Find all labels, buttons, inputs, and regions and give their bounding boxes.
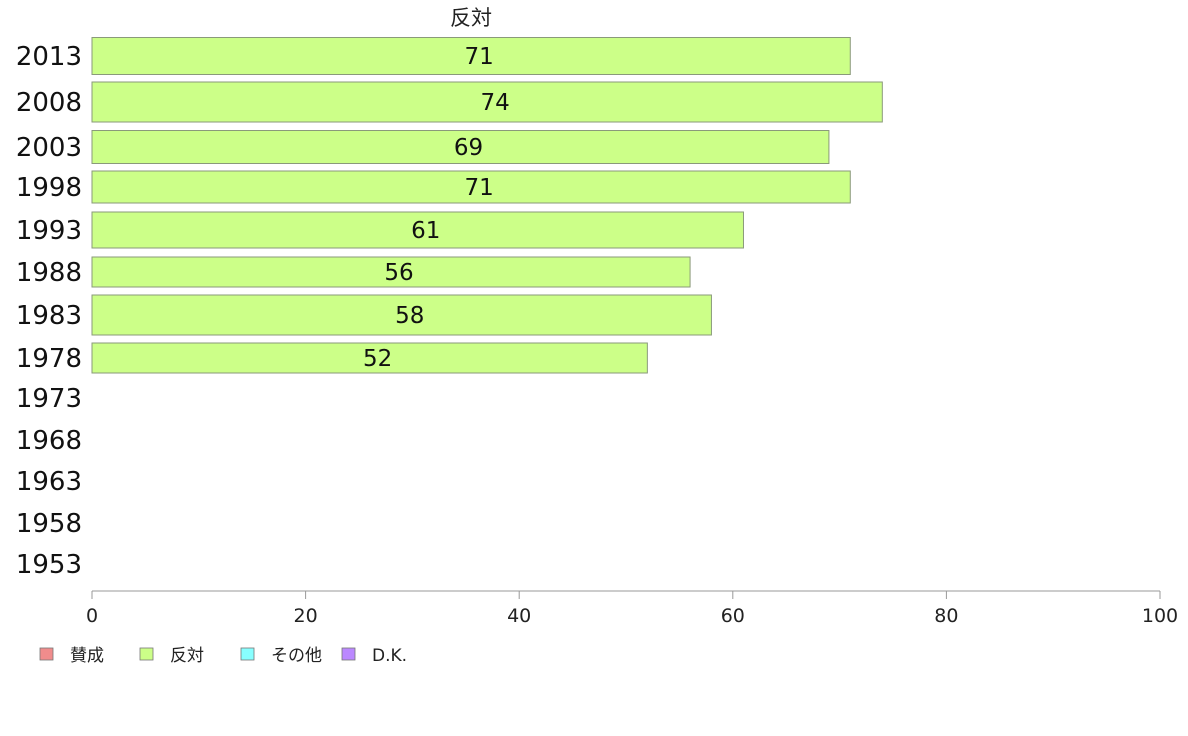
value-label-1978: 52 [363,346,392,372]
year-label-2003: 2003 [16,133,82,163]
year-label-1978: 1978 [16,344,82,374]
series-title: 反対 [450,6,492,30]
value-label-2008: 74 [481,90,510,116]
year-label-1998: 1998 [16,173,82,203]
legend-swatch-1 [139,647,154,661]
bar-1998 [91,170,851,204]
legend: 賛成 反対 その他 D.K. [39,646,407,666]
x-tick-label-0: 0 [86,605,98,627]
legend-swatch-2 [240,647,255,661]
bar-1983 [91,294,712,336]
year-label-2013: 2013 [16,42,82,72]
x-ticks-group: 0 20 40 60 80 100 [86,591,1178,627]
legend-label-0: 賛成 [70,646,104,666]
year-label-1953: 1953 [16,550,82,580]
bar-2008 [91,81,883,123]
x-tick-label-80: 80 [934,605,958,627]
bar-2003 [91,130,830,164]
x-tick-label-100: 100 [1142,605,1178,627]
bar-2013 [91,37,851,75]
bar-1978 [91,342,648,374]
legend-label-3: D.K. [372,646,407,666]
year-label-1983: 1983 [16,301,82,331]
value-label-2013: 71 [464,44,493,70]
legend-swatch-3 [341,647,356,661]
value-label-2003: 69 [454,135,483,161]
bar-1993 [91,211,744,249]
year-label-1963: 1963 [16,467,82,497]
bar-1988 [91,256,691,288]
year-label-1958: 1958 [16,509,82,539]
value-label-1993: 61 [411,218,440,244]
year-label-1968: 1968 [16,426,82,456]
x-tick-label-40: 40 [507,605,531,627]
legend-label-2: その他 [271,646,322,666]
year-label-1973: 1973 [16,384,82,414]
year-label-1988: 1988 [16,258,82,288]
legend-swatch-0 [39,647,54,661]
bars-group [91,37,883,374]
value-label-1983: 58 [395,303,424,329]
x-tick-label-20: 20 [294,605,318,627]
year-label-1993: 1993 [16,216,82,246]
x-tick-label-60: 60 [721,605,745,627]
year-labels-group: 2013 2008 2003 1998 1993 1988 1983 1978 1973 1968… [16,42,82,580]
value-label-1998: 71 [464,175,493,201]
legend-label-1: 反対 [170,646,204,666]
year-label-2008: 2008 [16,88,82,118]
value-label-1988: 56 [384,260,413,286]
